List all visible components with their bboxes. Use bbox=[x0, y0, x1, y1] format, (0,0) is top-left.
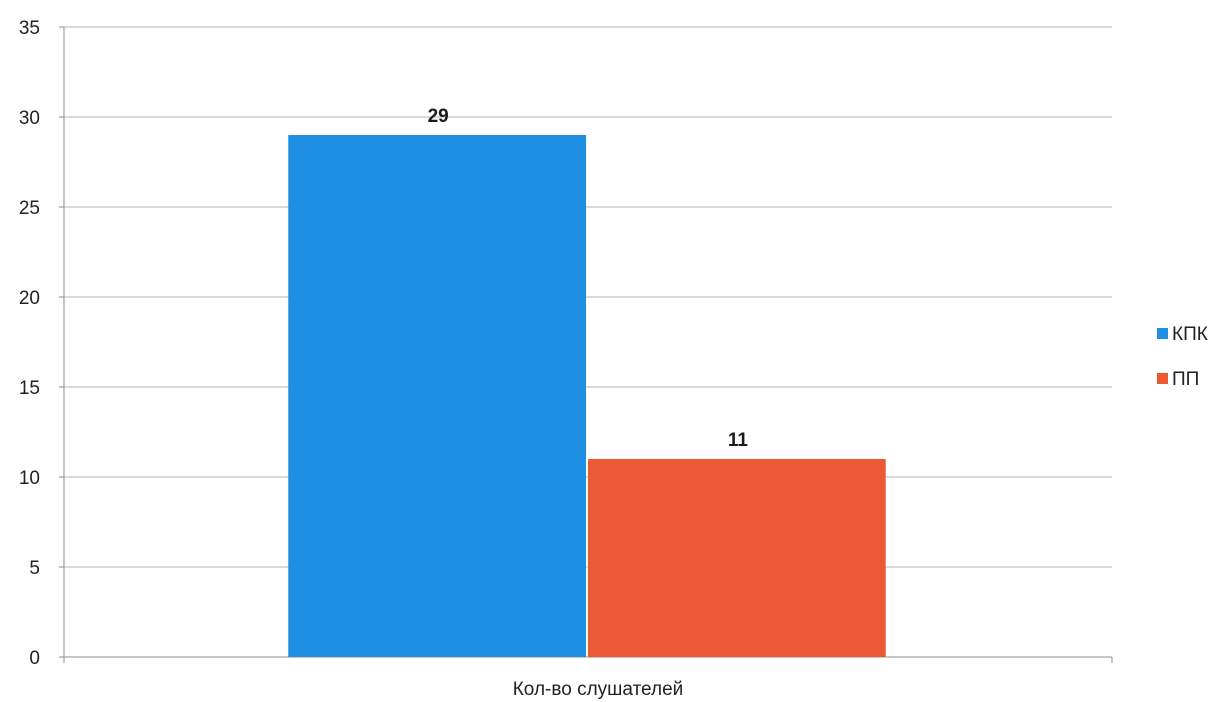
y-tick-label: 20 bbox=[19, 288, 40, 309]
y-tick-label: 25 bbox=[19, 198, 40, 219]
data-label: 29 bbox=[428, 106, 449, 127]
y-tick-label: 0 bbox=[29, 648, 40, 669]
y-tick-label: 35 bbox=[19, 18, 40, 39]
bar-КПК bbox=[288, 135, 586, 657]
legend-swatch bbox=[1157, 328, 1168, 339]
legend: КПК ПП bbox=[1157, 324, 1208, 390]
y-tick-label: 15 bbox=[19, 378, 40, 399]
y-tick-label: 5 bbox=[29, 558, 40, 579]
data-label: 11 bbox=[728, 430, 749, 451]
data-labels: 29 11 bbox=[428, 106, 749, 451]
bar-ПП bbox=[588, 459, 886, 657]
gridlines bbox=[64, 26, 1112, 568]
axes: 0 5 10 15 20 25 30 35 Кол-во слушателей bbox=[19, 18, 1113, 700]
legend-swatch bbox=[1157, 373, 1168, 384]
y-tick-label: 30 bbox=[19, 108, 40, 129]
legend-label: ПП bbox=[1172, 369, 1199, 390]
bars bbox=[288, 135, 886, 657]
x-category-label: Кол-во слушателей bbox=[513, 679, 684, 700]
legend-label: КПК bbox=[1172, 324, 1208, 345]
y-tick-label: 10 bbox=[19, 468, 40, 489]
